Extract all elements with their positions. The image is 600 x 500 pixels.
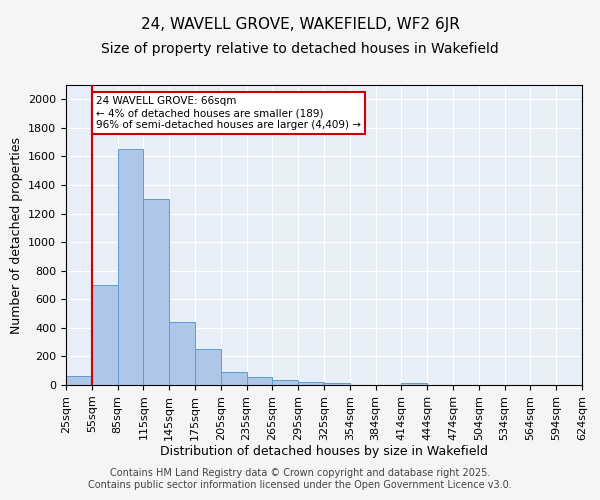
Bar	[92, 285, 118, 385]
Text: Contains HM Land Registry data © Crown copyright and database right 2025.
Contai: Contains HM Land Registry data © Crown c…	[88, 468, 512, 490]
Bar	[298, 382, 324, 385]
Text: Size of property relative to detached houses in Wakefield: Size of property relative to detached ho…	[101, 42, 499, 56]
Bar	[221, 372, 247, 385]
Bar	[247, 377, 272, 385]
Text: 24 WAVELL GROVE: 66sqm
← 4% of detached houses are smaller (189)
96% of semi-det: 24 WAVELL GROVE: 66sqm ← 4% of detached …	[95, 96, 361, 130]
Bar	[401, 384, 427, 385]
Bar	[272, 380, 298, 385]
Bar	[324, 384, 350, 385]
X-axis label: Distribution of detached houses by size in Wakefield: Distribution of detached houses by size …	[160, 446, 488, 458]
Bar	[195, 348, 221, 385]
Bar	[143, 200, 169, 385]
Bar	[66, 376, 92, 385]
Y-axis label: Number of detached properties: Number of detached properties	[10, 136, 23, 334]
Bar	[118, 150, 143, 385]
Text: 24, WAVELL GROVE, WAKEFIELD, WF2 6JR: 24, WAVELL GROVE, WAKEFIELD, WF2 6JR	[140, 18, 460, 32]
Bar	[169, 322, 195, 385]
